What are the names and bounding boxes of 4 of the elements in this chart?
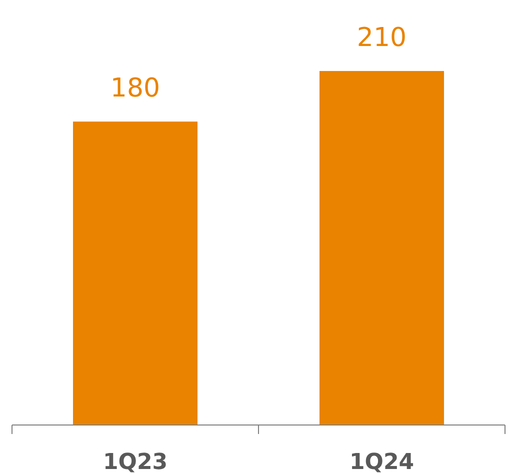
x-tick-label: 1Q24 [349, 450, 414, 474]
data-label: 180 [110, 74, 160, 104]
data-label: 210 [356, 23, 407, 53]
x-tick-label: 1Q23 [102, 450, 168, 474]
